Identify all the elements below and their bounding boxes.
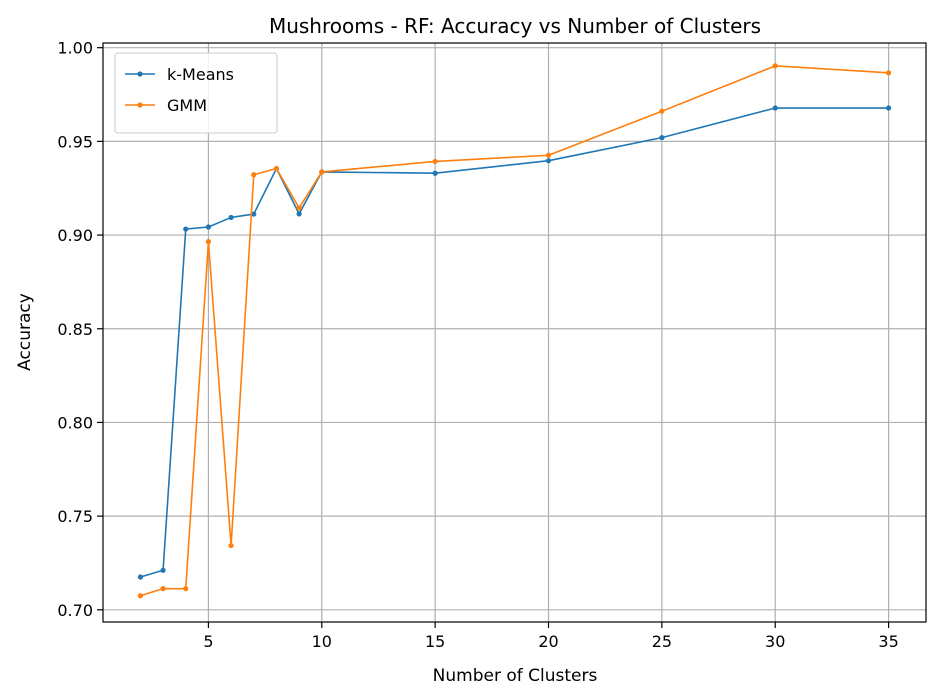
legend-label: k-Means — [167, 65, 234, 84]
data-point-k-means — [205, 224, 212, 230]
data-point-gmm — [273, 165, 280, 172]
data-point-gmm — [772, 63, 778, 69]
data-point-k-means — [296, 211, 302, 217]
data-point-gmm — [228, 542, 234, 549]
y-tick-label: 0.70 — [57, 601, 93, 620]
legend-label: GMM — [167, 96, 207, 115]
y-axis-title: Accuracy — [15, 293, 35, 371]
data-point-k-means — [160, 567, 166, 573]
y-tick-label: 0.85 — [57, 320, 93, 339]
legend-item: k-Means — [125, 65, 234, 84]
data-point-k-means — [659, 135, 665, 141]
data-point-gmm — [251, 172, 257, 178]
data-point-k-means — [251, 211, 257, 217]
data-point-k-means — [228, 214, 234, 221]
data-point-gmm — [296, 205, 302, 211]
x-tick-label: 20 — [538, 632, 558, 651]
x-tick-label: 30 — [765, 632, 785, 651]
x-tick-label: 25 — [652, 632, 672, 651]
grid — [103, 43, 926, 622]
x-tick-label: 5 — [203, 632, 213, 651]
data-point-k-means — [545, 158, 552, 164]
y-tick-label: 1.00 — [57, 39, 93, 58]
x-tick-label: 15 — [425, 632, 445, 651]
legend-box — [114, 52, 278, 134]
data-point-k-means — [183, 226, 189, 232]
y-tick-label: 0.80 — [57, 413, 93, 432]
data-point-k-means — [432, 170, 438, 176]
data-point-gmm — [659, 108, 665, 114]
series-line-k-means — [140, 107, 889, 578]
data-point-gmm — [183, 586, 189, 592]
x-tick-label: 10 — [312, 632, 332, 651]
legend: k-Means GMM — [114, 52, 278, 134]
x-tick-label: 35 — [878, 632, 898, 651]
legend-swatch-marker — [137, 71, 143, 77]
y-tick-label: 0.90 — [57, 226, 93, 245]
data-point-gmm — [160, 586, 166, 592]
chart-title: Mushrooms - RF: Accuracy vs Number of Cl… — [269, 14, 761, 38]
data-point-gmm — [205, 239, 212, 245]
data-point-k-means — [772, 105, 778, 111]
data-point-gmm — [432, 158, 438, 165]
y-tick-label: 0.95 — [57, 132, 93, 151]
series-line-gmm — [140, 65, 889, 597]
legend-item: GMM — [125, 96, 207, 115]
plot-frame — [102, 42, 927, 623]
data-point-k-means — [885, 105, 892, 111]
data-point-k-means — [137, 574, 144, 580]
data-point-gmm — [137, 593, 144, 599]
data-point-gmm — [545, 152, 552, 158]
data-point-gmm — [319, 169, 325, 175]
series-gmm — [137, 63, 892, 599]
series-lines — [137, 63, 892, 599]
axis-ticks: 5 10 15 20 25 30 35 0.70 0.75 0.80 0.85 0.90 0.95 1.0… — [57, 39, 898, 651]
data-point-gmm — [885, 70, 892, 76]
x-axis-title: Number of Clusters — [433, 666, 598, 686]
y-tick-label: 0.75 — [57, 507, 93, 526]
legend-swatch-marker — [137, 102, 143, 108]
